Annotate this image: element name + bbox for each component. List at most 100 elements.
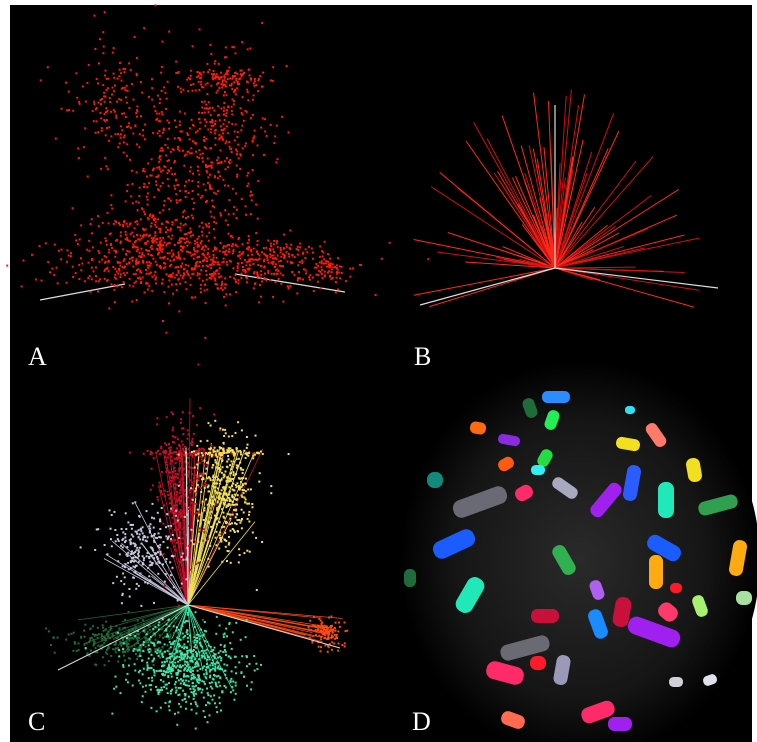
point: [178, 251, 180, 253]
point: [207, 654, 209, 656]
point: [235, 93, 237, 95]
point: [142, 644, 144, 646]
point: [118, 628, 120, 630]
point: [202, 652, 204, 654]
point: [201, 650, 203, 652]
point: [197, 274, 199, 276]
point: [213, 276, 215, 278]
point: [253, 287, 255, 289]
point: [143, 168, 145, 170]
point: [168, 159, 170, 161]
point: [154, 672, 156, 674]
point: [144, 243, 146, 245]
point: [226, 664, 228, 666]
point: [241, 253, 243, 255]
point: [216, 711, 218, 713]
point: [250, 77, 252, 79]
point: [228, 536, 230, 538]
point: [129, 251, 131, 253]
point: [213, 228, 215, 230]
point: [193, 202, 195, 204]
point: [172, 427, 174, 429]
point: [139, 538, 141, 540]
point: [110, 538, 112, 540]
point: [226, 635, 228, 637]
point: [180, 687, 182, 689]
point: [238, 83, 240, 85]
point: [169, 671, 171, 673]
point: [153, 237, 155, 239]
point: [236, 217, 238, 219]
point: [240, 639, 242, 641]
point: [168, 525, 170, 527]
point: [146, 510, 148, 512]
point: [231, 670, 233, 672]
point: [143, 186, 145, 188]
point: [131, 528, 133, 530]
point: [146, 196, 148, 198]
point: [138, 585, 140, 587]
point: [181, 646, 183, 648]
point: [114, 220, 116, 222]
point: [132, 524, 134, 526]
point: [147, 552, 149, 554]
point: [209, 448, 211, 450]
point: [194, 268, 196, 270]
point: [100, 117, 102, 119]
point: [241, 112, 243, 114]
point: [114, 511, 116, 513]
point: [249, 195, 251, 197]
point: [163, 664, 165, 666]
point: [192, 124, 194, 126]
point: [186, 241, 188, 243]
figure: A B C D: [0, 0, 757, 742]
point: [228, 447, 230, 449]
point: [180, 512, 182, 514]
point: [167, 644, 169, 646]
point: [339, 626, 341, 628]
point: [214, 280, 216, 282]
point: [209, 477, 211, 479]
point: [196, 242, 198, 244]
point: [180, 229, 182, 231]
point: [216, 706, 218, 708]
point: [175, 283, 177, 285]
point: [250, 260, 252, 262]
point: [324, 275, 326, 277]
point: [129, 596, 131, 598]
point: [187, 620, 189, 622]
point: [183, 520, 185, 522]
point: [177, 694, 179, 696]
point: [162, 132, 164, 134]
point: [175, 648, 177, 650]
point: [182, 488, 184, 490]
point: [197, 663, 199, 665]
point: [174, 467, 176, 469]
point: [131, 557, 133, 559]
point: [226, 264, 228, 266]
point: [128, 657, 130, 659]
point: [192, 208, 194, 210]
point: [210, 686, 212, 688]
point: [159, 482, 161, 484]
point: [154, 674, 156, 676]
point: [168, 705, 170, 707]
point: [270, 124, 272, 126]
point: [175, 519, 177, 521]
point: [236, 165, 238, 167]
point: [238, 661, 240, 663]
point: [224, 253, 226, 255]
point: [150, 555, 152, 557]
point: [240, 129, 242, 131]
point: [140, 647, 142, 649]
point: [236, 176, 238, 178]
point: [190, 668, 192, 670]
point: [170, 463, 172, 465]
point: [217, 479, 219, 481]
point: [330, 616, 332, 618]
point: [331, 271, 333, 273]
point: [182, 665, 184, 667]
point: [260, 277, 262, 279]
point: [235, 291, 237, 293]
point: [179, 650, 181, 652]
